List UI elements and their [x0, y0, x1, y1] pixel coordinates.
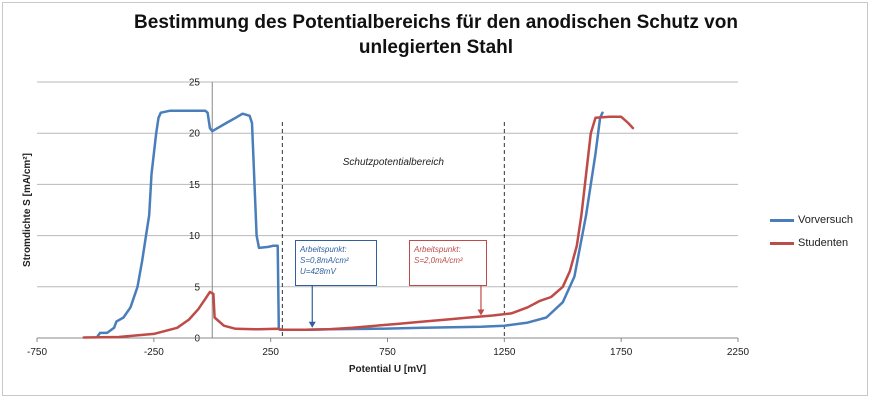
series-lines [82, 109, 635, 339]
legend-item-vorversuch: Vorversuch [770, 213, 853, 227]
protection-region: Schutzpotentialbereich [281, 122, 505, 338]
annotation-1-line-1: Arbeitspunkt: [300, 245, 347, 254]
annotation-arrows [308, 286, 485, 328]
y-tick-label-5: 5 [194, 282, 200, 293]
chart-title-line-1: Bestimmung des Potentialbereichs für den… [134, 12, 738, 33]
y-tick-label-20: 20 [189, 129, 201, 140]
annotation-1-line-2: S=0,8mA/cm² [300, 256, 349, 265]
x-tick-label--750: -750 [27, 347, 47, 358]
series-line-studenten [82, 115, 635, 339]
y-axis-label: Stromdichte S [mA/cm²] [22, 153, 33, 267]
gridlines [37, 81, 738, 288]
chart-frame [2, 2, 868, 396]
annotation-1-line-3: U=428mV [300, 267, 336, 276]
x-tick-label--250: -250 [144, 347, 164, 358]
x-tick-label-1750: 1750 [610, 347, 633, 358]
legend-label-studenten: Studenten [798, 237, 849, 249]
legend-label-vorversuch: Vorversuch [798, 214, 854, 226]
chart-title: Bestimmung des Potentialbereichs für den… [0, 10, 872, 60]
series-line-vorversuch [96, 109, 604, 338]
x-tick-label-250: 250 [262, 347, 279, 358]
x-axis-label: Potential U [mV] [349, 364, 426, 375]
x-tick-label-750: 750 [379, 347, 396, 358]
annotation-arrowhead-2 [477, 309, 485, 316]
y-tick-label-15: 15 [189, 180, 201, 191]
x-tick-label-1250: 1250 [493, 347, 516, 358]
annotation-working-point-1: Arbeitspunkt: S=0,8mA/cm² U=428mV [295, 240, 377, 286]
legend-swatch-studenten [770, 241, 794, 245]
axes: 0 5 10 15 20 25 -750 -250 250 750 1250 1750 2250 [27, 78, 750, 359]
annotation-working-point-2: Arbeitspunkt: S=2,0mA/cm² [409, 240, 487, 286]
legend-item-studenten: Studenten [770, 236, 848, 250]
annotation-arrowhead-1 [308, 321, 316, 328]
y-tick-label-10: 10 [189, 231, 201, 242]
chart-title-line-2: unlegierten Stahl [358, 37, 514, 58]
annotation-2-line-2: S=2,0mA/cm² [414, 256, 463, 265]
legend-swatch-vorversuch [770, 218, 794, 222]
region-label: Schutzpotentialbereich [343, 157, 445, 168]
annotation-2-line-1: Arbeitspunkt: [414, 245, 461, 254]
y-tick-label-25: 25 [189, 78, 201, 89]
x-tick-label-2250: 2250 [727, 347, 750, 358]
y-tick-label-0: 0 [194, 334, 200, 345]
